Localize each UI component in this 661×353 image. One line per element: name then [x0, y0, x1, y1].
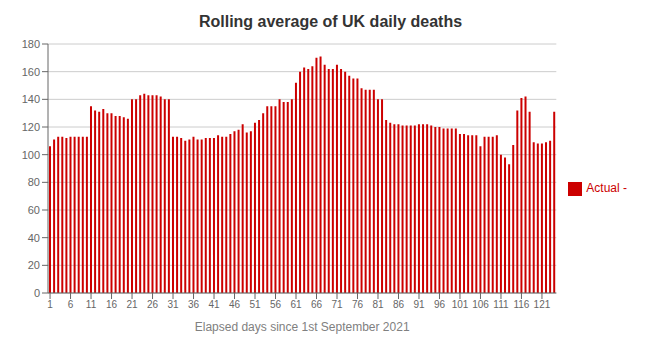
svg-text:66: 66: [311, 299, 323, 310]
svg-text:51: 51: [249, 299, 261, 310]
svg-text:86: 86: [393, 299, 405, 310]
svg-text:111: 111: [493, 299, 509, 310]
svg-text:6: 6: [68, 299, 74, 310]
svg-text:96: 96: [434, 299, 446, 310]
svg-text:31: 31: [167, 299, 179, 310]
svg-text:46: 46: [229, 299, 241, 310]
svg-text:100: 100: [22, 149, 40, 161]
svg-text:101: 101: [452, 299, 469, 310]
svg-text:71: 71: [331, 299, 343, 310]
svg-text:76: 76: [352, 299, 364, 310]
svg-text:Elapsed days since 1st Septemb: Elapsed days since 1st September 2021: [195, 320, 410, 334]
svg-text:26: 26: [147, 299, 159, 310]
svg-text:36: 36: [188, 299, 200, 310]
svg-text:160: 160: [22, 66, 40, 78]
svg-text:106: 106: [472, 299, 489, 310]
html-text:Actual -: Actual -: [586, 181, 627, 196]
svg-text:41: 41: [208, 299, 220, 310]
svg-text:0: 0: [34, 287, 40, 299]
svg-text:61: 61: [290, 299, 302, 310]
svg-text:80: 80: [28, 176, 40, 188]
svg-text:21: 21: [126, 299, 138, 310]
svg-text:116: 116: [513, 299, 529, 310]
svg-text:56: 56: [270, 299, 282, 310]
svg-text:11: 11: [86, 299, 97, 310]
svg-text:91: 91: [413, 299, 425, 310]
svg-text:121: 121: [534, 299, 551, 310]
svg-text:140: 140: [22, 93, 40, 105]
svg-text:16: 16: [106, 299, 118, 310]
svg-text:120: 120: [22, 121, 40, 133]
svg-text:1: 1: [47, 299, 53, 310]
svg-text:81: 81: [372, 299, 384, 310]
svg-text:20: 20: [28, 259, 40, 271]
svg-text:180: 180: [22, 38, 40, 50]
html-text:Rolling average of UK daily de: Rolling average of UK daily deaths: [198, 13, 463, 30]
svg-text:40: 40: [28, 232, 40, 244]
svg-text:60: 60: [28, 204, 40, 216]
